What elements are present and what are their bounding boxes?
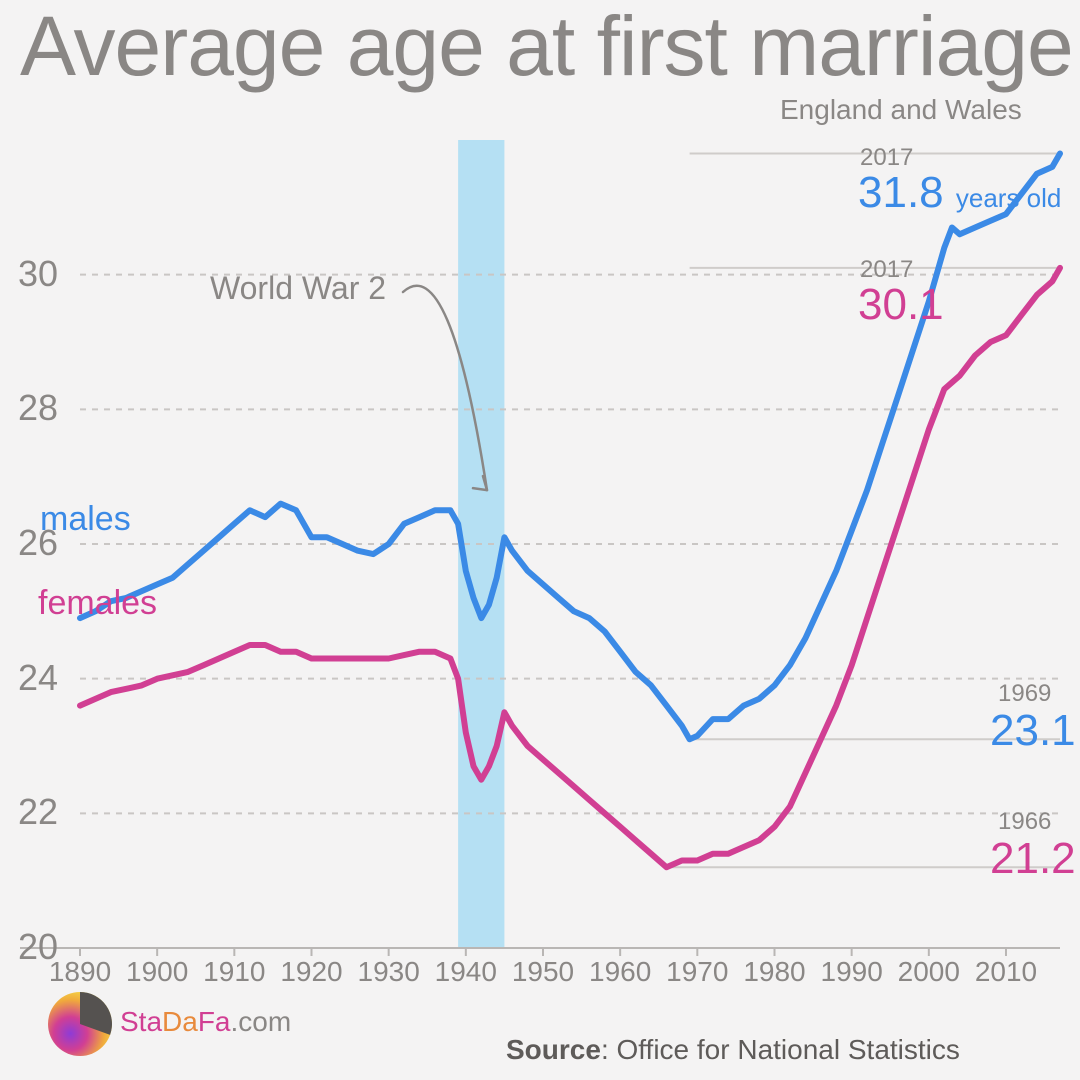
annotation-value-female-2017: 30.1 [858,280,944,330]
x-tick-label: 1920 [280,956,342,988]
y-tick-label: 24 [18,657,58,699]
x-tick-label: 1890 [49,956,111,988]
annotation-year-female-1966: 1966 [998,808,1051,836]
chart-title: Average age at first marriage [20,0,1073,95]
series-label-males: males [40,500,131,539]
ww2-label: World War 2 [210,270,386,307]
source-text: Source: Office for National Statistics [506,1034,960,1066]
x-tick-label: 2000 [898,956,960,988]
x-tick-label: 1970 [666,956,728,988]
y-tick-label: 30 [18,253,58,295]
y-tick-label: 22 [18,791,58,833]
x-tick-label: 1950 [512,956,574,988]
x-tick-label: 1960 [589,956,651,988]
brand-text: StaDaFa.com [120,1006,291,1038]
annotation-year-male-1969: 1969 [998,680,1051,708]
annotation-value-female-1966: 21.2 [990,834,1076,884]
x-tick-label: 2010 [975,956,1037,988]
x-tick-label: 1940 [435,956,497,988]
annotation-value-male-2017: 31.8 years old [858,168,1061,218]
x-tick-label: 1910 [203,956,265,988]
chart-subtitle: England and Wales [780,94,1022,126]
x-tick-label: 1980 [743,956,805,988]
series-label-females: females [38,584,157,623]
y-tick-label: 28 [18,387,58,429]
annotation-value-male-1969: 23.1 [990,706,1076,756]
chart-svg [0,0,1080,1080]
x-tick-label: 1930 [358,956,420,988]
x-tick-label: 1990 [820,956,882,988]
x-tick-label: 1900 [126,956,188,988]
series-line-males [80,154,1060,740]
